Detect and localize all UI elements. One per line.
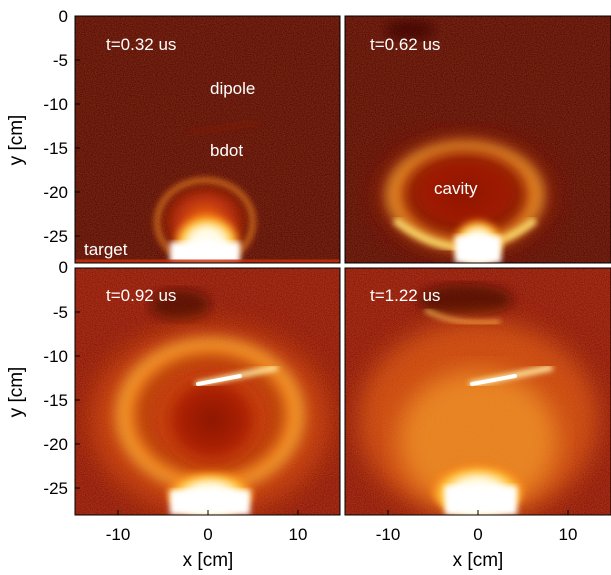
panel-bottom-left (75, 268, 340, 515)
y-tick-marks (75, 15, 80, 489)
y-tick-label: -5 (53, 303, 68, 322)
x-tick-label: 10 (289, 525, 308, 544)
x-axis-title-right: x [cm] (453, 550, 504, 571)
y-tick-label: -10 (43, 95, 68, 114)
annotation-target: target (84, 240, 128, 259)
y-tick-label: -25 (43, 227, 68, 246)
y-tick-label: -25 (43, 479, 68, 498)
time-label-panel-1: t=0.32 us (106, 35, 176, 54)
time-label-panel-4: t=1.22 us (370, 286, 440, 305)
time-label-panel-2: t=0.62 us (370, 35, 440, 54)
y-axis-title-bottom: y [cm] (6, 367, 27, 418)
x-tick-label: 10 (559, 525, 578, 544)
y-axis-title-top: y [cm] (6, 115, 27, 166)
y-tick-label: 0 (59, 258, 68, 277)
time-label-panel-3: t=0.92 us (106, 286, 176, 305)
panel-top-right-frame (344, 15, 611, 264)
x-tick-label: -10 (106, 525, 131, 544)
annotation-cavity: cavity (434, 179, 478, 198)
panel-bottom-right (345, 268, 611, 515)
y-tick-label: -10 (43, 347, 68, 366)
x-tick-marks (117, 510, 569, 515)
x-tick-label: 0 (203, 525, 212, 544)
y-tick-label: -15 (43, 139, 68, 158)
y-axis-bottom: 0 -5 -10 -15 -20 -25 (43, 258, 68, 498)
annotation-dipole: dipole (210, 79, 255, 98)
y-tick-label: -20 (43, 183, 68, 202)
panel-top-left-frame (74, 15, 341, 264)
x-axis-left: -10 0 10 x [cm] (106, 525, 308, 571)
x-axis-title-left: x [cm] (183, 550, 234, 571)
y-tick-label: -20 (43, 435, 68, 454)
y-tick-label: -15 (43, 391, 68, 410)
y-tick-label: -5 (53, 51, 68, 70)
x-axis-right: -10 0 10 x [cm] (376, 525, 578, 571)
x-tick-label: -10 (376, 525, 401, 544)
y-tick-label: 0 (59, 7, 68, 26)
panel-top-left (75, 16, 340, 263)
x-tick-label: 0 (473, 525, 482, 544)
panel-top-right (345, 16, 611, 263)
y-axis-top: 0 -5 -10 -15 -20 -25 (43, 7, 68, 246)
annotation-bdot: bdot (210, 141, 243, 160)
